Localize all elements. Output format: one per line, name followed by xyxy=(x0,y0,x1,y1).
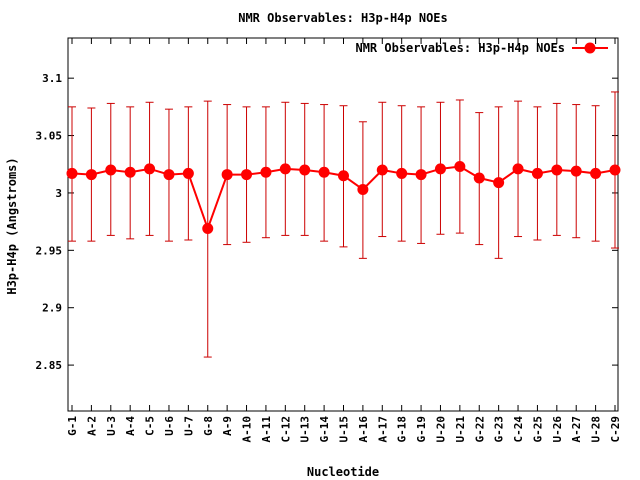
data-point xyxy=(241,169,253,181)
x-tick-label: U-13 xyxy=(299,416,312,443)
legend: NMR Observables: H3p-H4p NOEs xyxy=(355,41,608,55)
legend-label: NMR Observables: H3p-H4p NOEs xyxy=(355,41,565,55)
data-point xyxy=(493,177,505,189)
data-point xyxy=(551,164,563,176)
data-point xyxy=(85,169,97,181)
y-tick-label: 2.85 xyxy=(36,359,63,372)
x-tick-label: G-8 xyxy=(202,416,215,436)
y-tick-label: 2.9 xyxy=(42,302,62,315)
x-tick-label: A-27 xyxy=(570,416,583,443)
x-tick-label: G-14 xyxy=(318,416,331,443)
y-tick-label: 3 xyxy=(55,187,62,200)
x-tick-label: A-2 xyxy=(85,416,98,436)
x-tick-label: C-24 xyxy=(512,416,525,443)
x-tick-label: G-25 xyxy=(531,416,544,443)
x-tick-label: U-3 xyxy=(105,416,118,436)
x-tick-label: A-17 xyxy=(376,416,389,443)
data-point xyxy=(279,163,291,175)
legend-marker xyxy=(584,42,596,54)
data-points xyxy=(66,161,621,235)
y-axis-ticks: 2.85 2.9 2.95 3 3.05 3.1 xyxy=(36,72,618,372)
y-axis-label: H3p-H4p (Angstroms) xyxy=(5,157,19,294)
y-tick-label: 3.05 xyxy=(36,130,63,143)
data-point xyxy=(105,164,117,176)
data-point xyxy=(260,166,272,178)
data-point xyxy=(182,167,194,179)
x-tick-label: C-29 xyxy=(609,416,622,443)
data-point xyxy=(512,163,524,175)
data-point xyxy=(338,170,349,182)
y-tick-label: 3.1 xyxy=(42,72,62,85)
data-point xyxy=(144,163,156,175)
x-tick-label: U-20 xyxy=(434,416,447,443)
x-tick-label: A-9 xyxy=(221,416,234,436)
x-tick-label: A-11 xyxy=(260,416,273,443)
x-axis-label: Nucleotide xyxy=(307,465,379,479)
data-point xyxy=(531,167,543,179)
data-point xyxy=(609,164,621,176)
x-tick-label: G-18 xyxy=(396,416,409,443)
data-point xyxy=(124,166,136,178)
y-tick-label: 2.95 xyxy=(36,244,63,257)
x-tick-label: U-28 xyxy=(590,416,603,443)
data-point xyxy=(357,183,369,195)
x-tick-label: G-23 xyxy=(493,416,506,443)
data-point xyxy=(318,166,330,178)
data-point xyxy=(415,169,427,181)
x-tick-label: C-5 xyxy=(144,416,157,436)
data-point xyxy=(299,164,311,176)
x-tick-label: U-21 xyxy=(454,416,467,443)
data-point xyxy=(376,164,388,176)
data-point xyxy=(163,169,175,181)
x-tick-label: A-4 xyxy=(124,416,137,436)
x-tick-label: G-1 xyxy=(66,416,79,436)
error-bars xyxy=(68,91,619,358)
data-point xyxy=(396,167,408,179)
data-point xyxy=(454,161,466,173)
chart-title: NMR Observables: H3p-H4p NOEs xyxy=(238,11,448,25)
x-tick-label: U-6 xyxy=(163,416,176,436)
x-tick-label: U-7 xyxy=(182,416,195,436)
x-tick-label: A-10 xyxy=(241,416,254,443)
data-point xyxy=(434,163,446,175)
x-tick-label: U-15 xyxy=(338,416,351,443)
x-tick-label: A-16 xyxy=(357,416,370,443)
x-tick-label: G-22 xyxy=(473,416,486,443)
data-point xyxy=(221,169,233,181)
x-tick-label: U-26 xyxy=(551,416,564,443)
data-point xyxy=(570,165,582,177)
data-point xyxy=(590,167,602,179)
x-axis-ticks: G-1 A-2 U-3 A-4 C-5 U-6 U-7 G-8 A-9 A-10 A-11 C-12 U… xyxy=(66,38,622,443)
data-point xyxy=(202,223,214,235)
x-tick-label: G-19 xyxy=(415,416,428,443)
data-point xyxy=(473,172,485,184)
x-tick-label: C-12 xyxy=(279,416,292,443)
data-point xyxy=(66,167,78,179)
